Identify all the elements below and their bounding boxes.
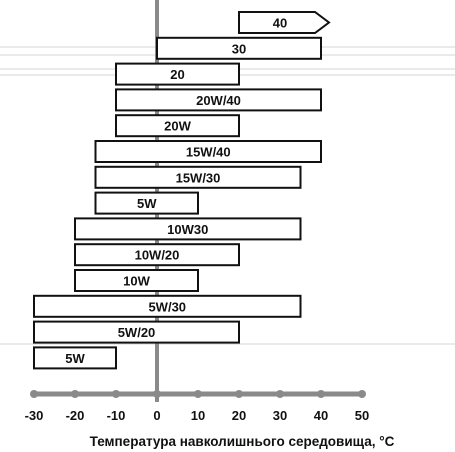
bar-label: 10W30: [167, 222, 208, 237]
bar-label: 15W/30: [176, 170, 221, 185]
bars: 40 30 20 20W/40 20W 15W/40 15W/30 5W 10W30 10W/20…: [33, 11, 331, 370]
x-tick-dot: [358, 390, 366, 398]
x-tick-labels: -30 -20 -10 0 10 20 30 40 50: [25, 408, 370, 423]
range-bar: [94, 191, 199, 215]
range-bar: [115, 114, 240, 138]
bar-label: 5W/30: [148, 299, 186, 314]
range-bar: [74, 269, 199, 292]
bar-label: 5W: [137, 196, 157, 211]
range-bar: [94, 140, 322, 163]
x-tick-dot: [112, 390, 120, 398]
range-bar: [115, 62, 240, 86]
bar-label: 20W/40: [196, 93, 241, 108]
bar-label: 20: [170, 67, 184, 82]
x-tick-label: 10: [191, 408, 205, 423]
x-tick-dot: [276, 390, 284, 398]
bar-label: 10W: [123, 274, 150, 289]
range-bar: [74, 243, 240, 267]
range-bar: [238, 11, 331, 34]
range-bar: [33, 294, 302, 318]
x-tick-dot: [194, 390, 202, 398]
x-axis-title: Температура навколишнього середовища, °C: [90, 434, 395, 449]
x-tick-label: -30: [25, 408, 44, 423]
x-tick-dot: [30, 390, 38, 398]
bar-label: 30: [232, 41, 246, 56]
bar-label: 20W: [164, 119, 191, 134]
bar-label: 40: [273, 16, 287, 31]
x-tick-label: -10: [107, 408, 126, 423]
bar-label: 10W/20: [135, 248, 180, 263]
bar-label: 5W: [65, 351, 85, 366]
x-tick-label: 0: [153, 408, 160, 423]
range-bar: [33, 320, 240, 344]
range-bar: [94, 165, 302, 189]
range-bar: [74, 217, 302, 241]
range-bar: [115, 88, 322, 112]
bar-label: 15W/40: [186, 145, 231, 160]
range-bar: [33, 346, 117, 370]
x-tick-dot: [71, 390, 79, 398]
x-tick-label: 30: [273, 408, 287, 423]
range-bar: [156, 36, 322, 60]
x-tick-label: 50: [355, 408, 369, 423]
x-tick-label: 40: [314, 408, 328, 423]
x-tick-dot: [317, 390, 325, 398]
x-tick-dot: [153, 390, 161, 398]
x-tick-label: 20: [232, 408, 246, 423]
bar-label: 5W/20: [118, 325, 156, 340]
x-tick-label: -20: [66, 408, 85, 423]
x-tick-dot: [235, 390, 243, 398]
